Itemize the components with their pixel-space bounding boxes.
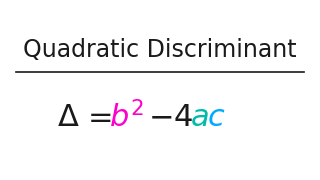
Text: Quadratic Discriminant: Quadratic Discriminant — [23, 38, 297, 62]
Text: $\mathit{a}$: $\mathit{a}$ — [190, 102, 208, 132]
Text: $4$: $4$ — [172, 102, 192, 132]
Text: $=$: $=$ — [83, 102, 113, 132]
Text: $\mathit{c}$: $\mathit{c}$ — [207, 102, 225, 132]
Text: $-$: $-$ — [148, 102, 172, 132]
Text: $\Delta$: $\Delta$ — [58, 102, 80, 132]
Text: $\mathit{b}^2$: $\mathit{b}^2$ — [109, 101, 144, 133]
